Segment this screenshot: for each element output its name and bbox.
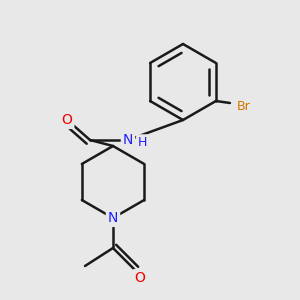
Text: O: O xyxy=(135,271,146,285)
Text: N: N xyxy=(123,133,133,147)
Text: N: N xyxy=(108,211,118,225)
Text: Br: Br xyxy=(237,100,251,112)
Text: O: O xyxy=(61,113,72,127)
Text: H: H xyxy=(137,136,147,148)
